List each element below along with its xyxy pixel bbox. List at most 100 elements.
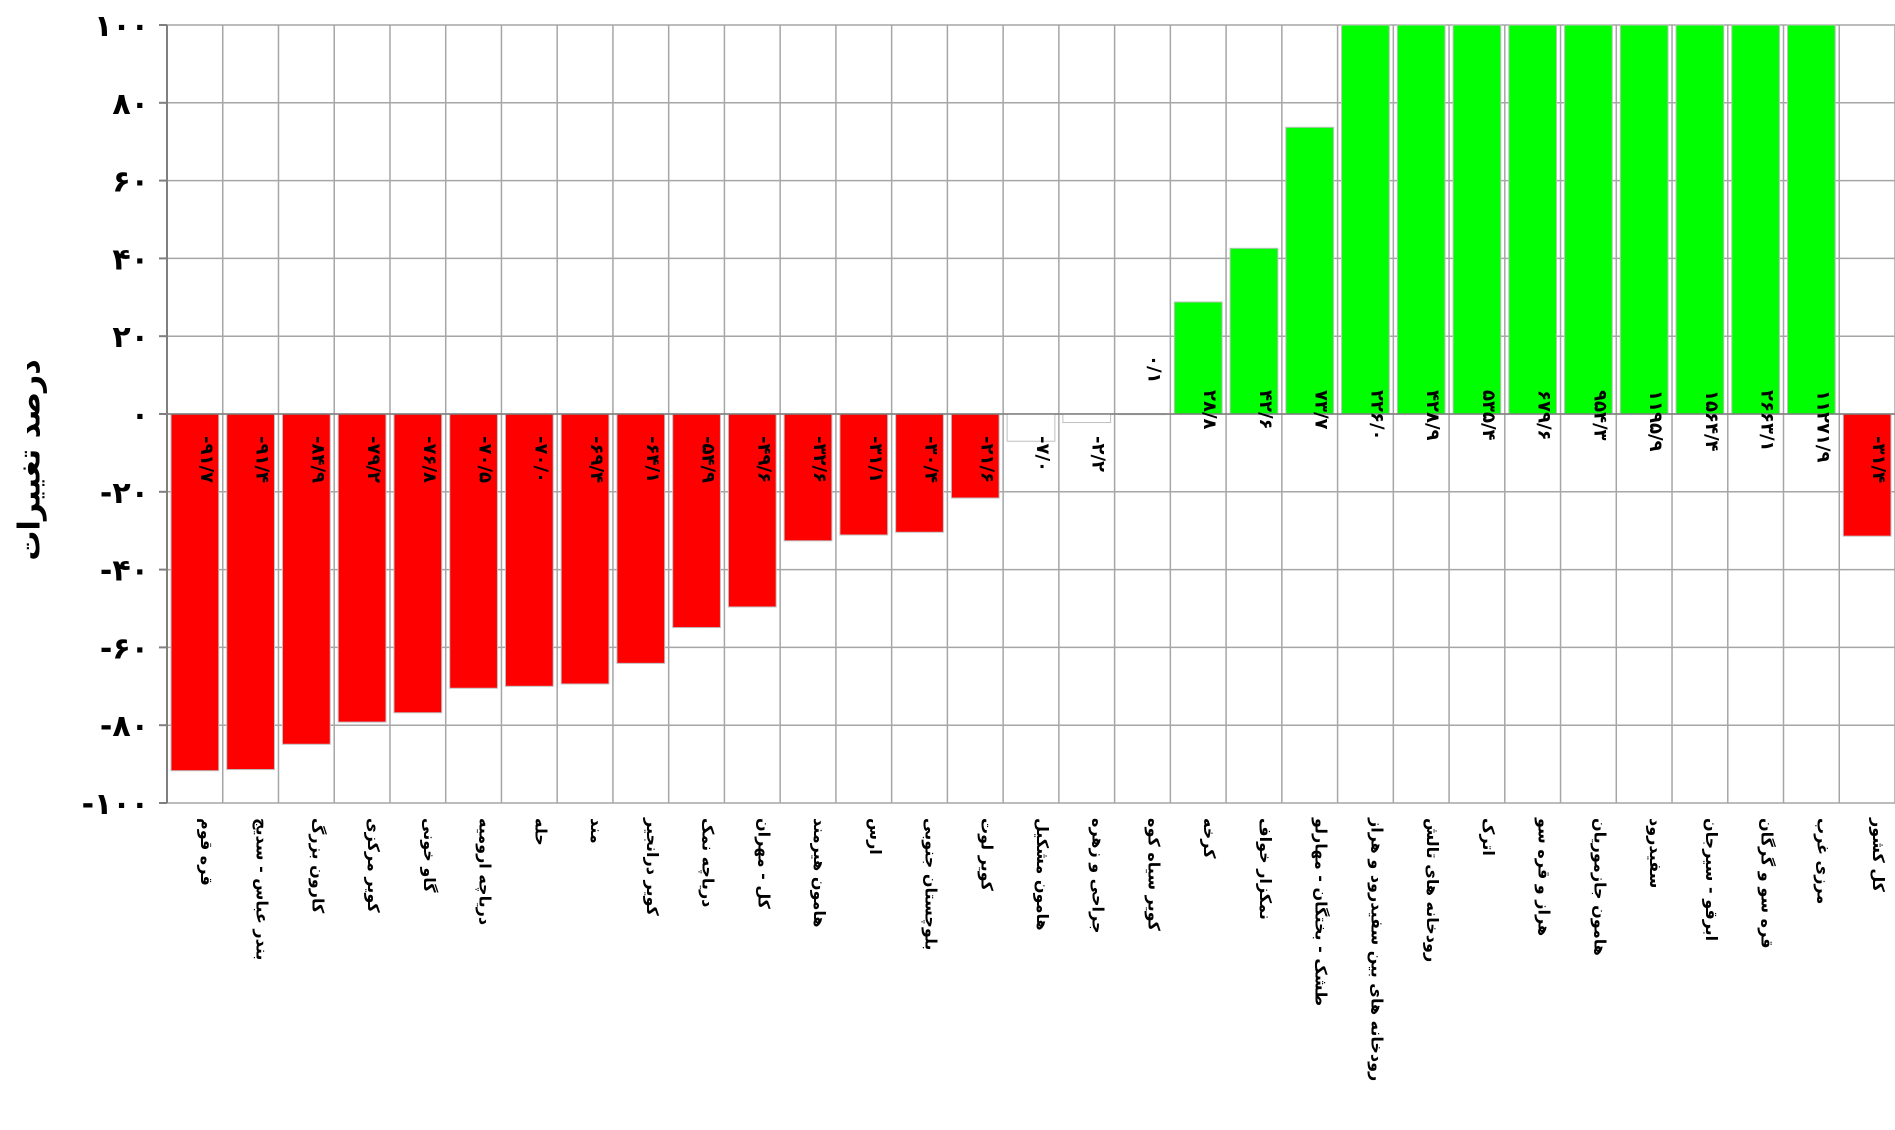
data-label: -۵۴/۹ (698, 436, 719, 483)
data-label: -۳۲/۶ (809, 436, 830, 483)
bar (1787, 24, 1836, 415)
data-label: ۵۳۵/۴ (1478, 390, 1499, 441)
x-tick-label: کویر مرکزی (364, 818, 383, 913)
y-tick-label: -۴۰ (100, 554, 149, 589)
x-tick-label: بندر عباس - سدیج (253, 818, 272, 960)
y-tick-label: -۸۰ (100, 709, 149, 744)
bar (1341, 24, 1390, 415)
bar (1285, 126, 1335, 415)
bar (449, 413, 498, 689)
axes (159, 24, 1895, 804)
data-label: -۷۹/۲ (363, 436, 384, 483)
x-tick-label: سفیدرود (1646, 818, 1665, 888)
data-label: ۲۶۶۳/۱ (1757, 390, 1778, 452)
bar (1452, 24, 1502, 415)
data-label: -۹۱/۴ (252, 436, 273, 483)
data-label: ۲۸/۸ (1199, 390, 1220, 430)
y-tick-label: ۴۰ (112, 242, 149, 277)
data-label: -۴۹/۶ (753, 436, 774, 483)
x-tick-label: بلوچستان جنوبی (921, 818, 941, 950)
data-label: -۷۰/۵ (475, 436, 496, 483)
bar (393, 413, 443, 714)
x-tick-label: طشک - بختگان - مهارلو (1312, 817, 1331, 1006)
data-label: ۴۲/۶ (1255, 390, 1276, 430)
data-label: -۳۰/۴ (921, 436, 942, 483)
y-tick-label: ۸۰ (112, 87, 149, 122)
data-label: -۹۱/۷ (196, 436, 217, 483)
x-tick-label: کرخه (1200, 818, 1219, 859)
y-tick-label: -۶۰ (100, 631, 149, 666)
data-label: ۱۵۶۴/۴ (1701, 390, 1722, 452)
bar (1675, 24, 1725, 415)
bar (1842, 413, 1892, 537)
x-tick-label: حله (531, 818, 550, 846)
data-label: -۷/۰ (1032, 436, 1053, 472)
data-label: -۷۶/۸ (419, 436, 440, 483)
data-label: -۶۹/۴ (586, 436, 607, 483)
x-tick-label: کویر سیاه کوه (1144, 818, 1163, 932)
x-tick-label: کل کشور (1869, 817, 1888, 893)
data-label: -۳۱/۴ (1868, 436, 1889, 483)
bar (504, 413, 554, 687)
x-tick-label: کل - مهران (754, 818, 773, 910)
y-ticks: ۱۰۰ ۸۰ ۶۰ ۴۰ ۲۰ ۰ -۲۰ -۴۰ -۶۰ -۸۰ -۱۰۰ (82, 9, 149, 822)
data-label: ۲۲۶/۰ (1366, 390, 1387, 441)
bar (950, 413, 1000, 499)
y-tick-label: -۱۰۰ (82, 787, 149, 822)
data-label: -۲۱/۶ (976, 436, 997, 483)
x-tick-label: ارس (866, 818, 885, 855)
x-tick-label: مند (587, 818, 606, 844)
bar (1508, 24, 1558, 415)
y-tick-label: ۲۰ (112, 320, 149, 355)
x-tick-label: ابرقو - سیرجان (1702, 818, 1721, 941)
x-tick-label: اترک (1479, 818, 1498, 856)
data-label: -۸۴/۹ (307, 436, 328, 483)
bar (1062, 413, 1112, 424)
x-tick-label: هامون جازموریان (1590, 818, 1609, 956)
bar (727, 413, 777, 608)
data-label: ۶۷۹/۶ (1534, 390, 1555, 441)
data-label: -۷۰/۰ (530, 436, 551, 483)
data-label: ۹۵۴/۳ (1589, 390, 1610, 441)
x-tick-label: هراز و قره سو (1535, 817, 1554, 936)
bar (1731, 24, 1781, 415)
x-tick-label: مرزی غرب (1813, 818, 1832, 904)
bar (1229, 247, 1279, 415)
bar (783, 413, 833, 542)
y-tick-label: ۱۰۰ (94, 9, 149, 44)
x-tick-label: گاو خونی (420, 818, 439, 893)
data-label: -۶۴/۱ (642, 436, 663, 483)
bar (337, 413, 387, 723)
x-tick-label: کویر درانجیر (643, 817, 662, 916)
data-label: ۰/۱ (1143, 355, 1164, 384)
data-label: ۱۱۲۷۱/۹ (1812, 390, 1833, 463)
x-tick-label: دریاچه نمک (698, 818, 718, 907)
data-label: ۴۲۸/۹ (1422, 390, 1443, 441)
x-tick-label: هامون مشکیل (1033, 818, 1052, 931)
x-tick-label: هامون هیرمند (810, 818, 829, 928)
bar (1173, 301, 1223, 415)
x-tick-label: دریاچه ارومیه (475, 818, 495, 925)
bar (839, 413, 889, 536)
bar (1006, 413, 1056, 442)
bar (672, 413, 721, 629)
x-tick-label: نمکزار خواف (1256, 818, 1275, 920)
x-tick-label: کارون بزرگ (308, 818, 327, 914)
x-tick-label: قره سو و گرگان (1758, 818, 1777, 949)
bar (226, 413, 275, 771)
bars (170, 24, 1892, 772)
bar (1619, 24, 1669, 415)
x-tick-label: جراحی و زهره (1089, 818, 1108, 933)
bar (616, 413, 666, 664)
y-tick-label: ۰ (131, 398, 149, 433)
data-label: -۳۱/۱ (865, 436, 886, 483)
bar (1564, 24, 1613, 415)
data-label: ۱۱۹۵/۹ (1645, 390, 1666, 452)
x-tick-label: کویر لوت (977, 818, 996, 892)
x-tick-label: رودخانه های بین سفیدرود و هراز (1367, 817, 1386, 1081)
bar (281, 413, 331, 745)
data-labels: -۹۱/۷ -۹۱/۴ -۸۴/۹ -۷۹/۲ -۷۶/۸ -۷۰/۵ -۷۰/۰ -۶۹/۴… (196, 355, 1889, 483)
x-tick-label: رودخانه های تالش (1423, 818, 1442, 962)
y-tick-label: -۲۰ (100, 476, 149, 511)
